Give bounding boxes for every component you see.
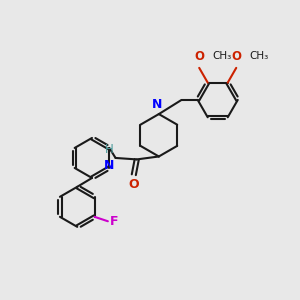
Text: CH₃: CH₃: [250, 51, 269, 62]
Text: F: F: [110, 215, 118, 228]
Text: O: O: [128, 178, 139, 191]
Text: CH₃: CH₃: [212, 51, 232, 62]
Text: O: O: [231, 50, 241, 63]
Text: N: N: [104, 159, 114, 172]
Text: N: N: [152, 98, 163, 111]
Text: H: H: [105, 143, 114, 157]
Text: O: O: [194, 50, 204, 63]
